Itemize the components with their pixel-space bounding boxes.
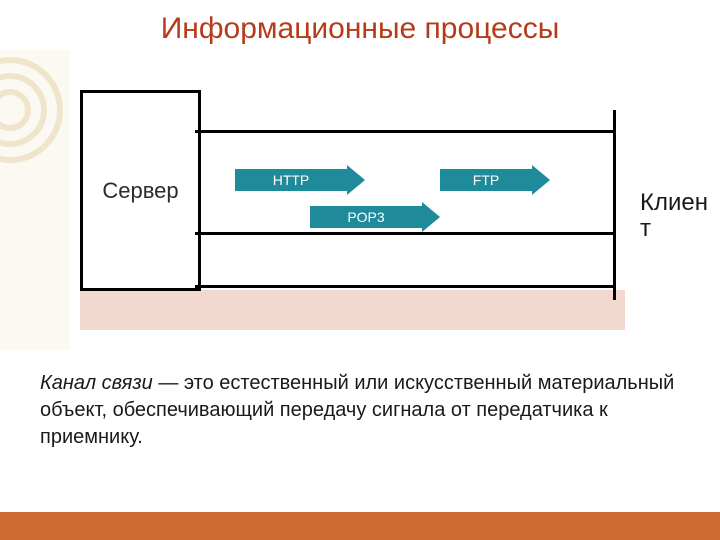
client-label: Клиен т: [640, 190, 708, 243]
arrow-head-icon: [422, 202, 440, 232]
arrow-head-icon: [347, 165, 365, 195]
definition-paragraph: Канал связи — это естественный или искус…: [40, 370, 680, 451]
rail-bottom: [195, 285, 615, 288]
arrow-http: HTTP: [235, 165, 365, 195]
footer-bar: [0, 512, 720, 540]
server-label: Сервер: [102, 178, 178, 204]
page-title: Информационные процессы: [0, 12, 720, 46]
arrow-label: HTTP: [235, 169, 347, 191]
arrow-head-icon: [532, 165, 550, 195]
arrow-pop3: POP3: [310, 202, 440, 232]
server-box: Сервер: [80, 90, 201, 291]
decorative-rings: [0, 50, 70, 350]
right-bar: [613, 110, 616, 300]
arrow-label: FTP: [440, 169, 532, 191]
diagram: Сервер HTTP FTP POP3 Клиен т: [80, 90, 640, 310]
arrow-label: POP3: [310, 206, 422, 228]
rail-top: [195, 130, 615, 133]
definition-term: Канал связи: [40, 372, 153, 394]
client-label-line2: т: [640, 215, 651, 242]
arrow-ftp: FTP: [440, 165, 550, 195]
definition-dash: —: [153, 372, 184, 394]
rail-middle: [195, 232, 615, 235]
slide: Информационные процессы Сервер HTTP FTP …: [0, 0, 720, 540]
client-label-line1: Клиен: [640, 189, 708, 216]
